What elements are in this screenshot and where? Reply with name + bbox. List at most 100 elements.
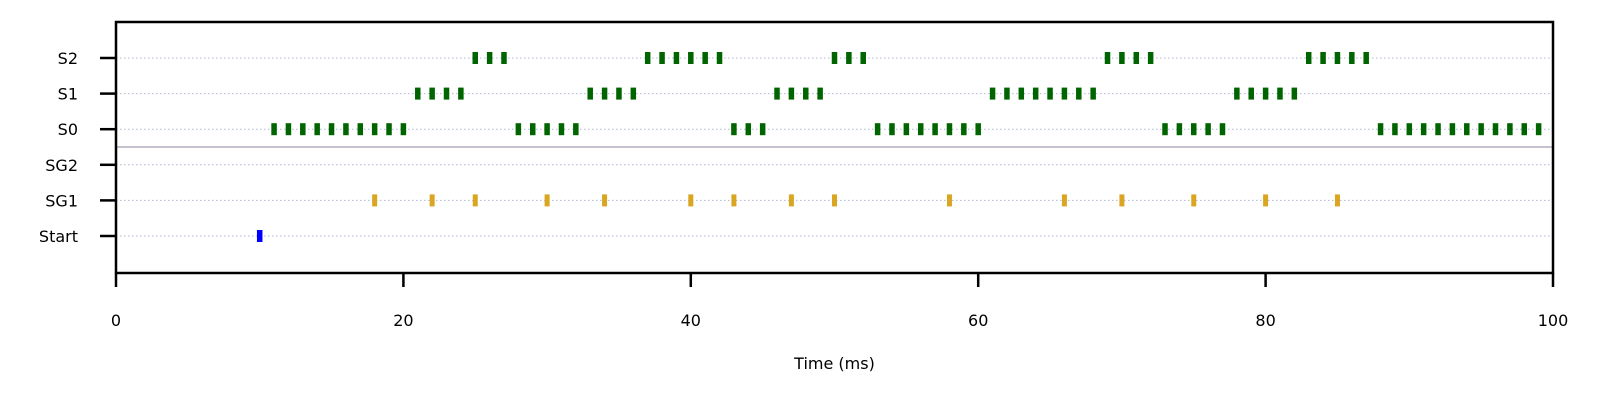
spike-s1-20 bbox=[1234, 87, 1240, 100]
spike-s1-1 bbox=[429, 87, 435, 100]
spike-start-0 bbox=[256, 230, 263, 242]
spike-s2-7 bbox=[702, 52, 708, 64]
y-tick-label-start: Start bbox=[39, 227, 78, 246]
spike-s0-28 bbox=[1191, 123, 1197, 136]
y-tick-label-sg2: SG2 bbox=[45, 156, 78, 175]
spike-sg1-13 bbox=[1263, 194, 1269, 207]
spike-s0-18 bbox=[874, 123, 881, 136]
x-tick-label-80: 80 bbox=[1255, 311, 1275, 330]
spike-s1-4 bbox=[587, 87, 593, 100]
spike-s2-11 bbox=[860, 52, 866, 64]
x-axis: 0 20 40 60 80 100 bbox=[111, 273, 1568, 330]
spike-s1-9 bbox=[788, 87, 795, 100]
spike-s0-31 bbox=[1377, 123, 1384, 136]
spike-s2-19 bbox=[1349, 52, 1355, 64]
spike-s1-7 bbox=[630, 87, 637, 100]
y-tick-label-sg1: SG1 bbox=[45, 191, 78, 210]
spike-s1-0 bbox=[415, 87, 421, 100]
spike-s1-6 bbox=[616, 87, 622, 100]
x-tick-label-20: 20 bbox=[393, 311, 413, 330]
spike-s1-10 bbox=[803, 87, 809, 100]
spike-s0-10 bbox=[515, 123, 522, 136]
spike-s2-14 bbox=[1133, 52, 1140, 64]
spike-s0-33 bbox=[1406, 123, 1413, 136]
spike-s0-15 bbox=[731, 123, 737, 136]
plot-frame bbox=[114, 20, 1555, 275]
spike-s1-2 bbox=[443, 87, 450, 100]
spike-sg1-10 bbox=[1061, 194, 1067, 207]
spike-marks bbox=[256, 52, 1542, 242]
spike-s0-3 bbox=[314, 123, 320, 136]
spike-s2-16 bbox=[1305, 52, 1312, 64]
spike-s0-9 bbox=[400, 123, 407, 136]
spike-s2-2 bbox=[501, 52, 507, 64]
y-tick-label-s1: S1 bbox=[58, 85, 78, 104]
spike-s2-15 bbox=[1147, 52, 1154, 64]
spike-s1-5 bbox=[601, 87, 608, 100]
x-tick-label-60: 60 bbox=[968, 311, 988, 330]
spike-s2-17 bbox=[1320, 52, 1326, 64]
spike-s0-11 bbox=[529, 123, 536, 136]
spike-s1-14 bbox=[1018, 87, 1025, 100]
spike-s1-3 bbox=[458, 87, 464, 100]
spike-s0-40 bbox=[1507, 123, 1513, 136]
spike-s2-3 bbox=[644, 52, 651, 64]
x-tick-label-0: 0 bbox=[111, 311, 121, 330]
spike-s2-1 bbox=[486, 52, 493, 64]
spike-s0-21 bbox=[917, 123, 924, 136]
spike-s2-9 bbox=[831, 52, 838, 64]
spike-s2-6 bbox=[688, 52, 694, 64]
spike-sg1-2 bbox=[472, 194, 478, 207]
spike-s1-22 bbox=[1262, 87, 1269, 100]
x-tick-label-100: 100 bbox=[1538, 311, 1569, 330]
spike-s0-29 bbox=[1205, 123, 1211, 136]
y-axis: Start SG1 SG2 S0 S1 S2 bbox=[39, 49, 116, 246]
spike-s2-0 bbox=[472, 52, 478, 64]
spike-s2-4 bbox=[659, 52, 665, 64]
spike-s2-13 bbox=[1119, 52, 1125, 64]
spike-sg1-8 bbox=[832, 194, 837, 207]
spike-s0-30 bbox=[1219, 123, 1226, 136]
spike-s2-5 bbox=[673, 52, 680, 64]
spike-s1-19 bbox=[1090, 87, 1096, 100]
spike-s0-1 bbox=[285, 123, 292, 136]
y-tick-label-s0: S0 bbox=[58, 120, 78, 139]
spike-s0-5 bbox=[343, 123, 349, 136]
spike-sg1-5 bbox=[688, 194, 694, 207]
spike-s1-21 bbox=[1248, 87, 1254, 100]
spike-s0-8 bbox=[386, 123, 392, 136]
spike-s0-0 bbox=[271, 123, 277, 136]
spike-s0-25 bbox=[975, 123, 981, 136]
spike-s0-14 bbox=[573, 123, 579, 136]
spike-s1-15 bbox=[1032, 87, 1039, 100]
spike-sg1-7 bbox=[788, 194, 794, 207]
spike-s0-19 bbox=[889, 123, 895, 136]
spike-s2-20 bbox=[1363, 52, 1369, 64]
spike-s1-24 bbox=[1291, 87, 1298, 100]
spike-s1-12 bbox=[989, 87, 996, 100]
spike-sg1-6 bbox=[731, 194, 737, 207]
spike-s0-38 bbox=[1478, 123, 1484, 136]
spike-s0-26 bbox=[1162, 123, 1168, 136]
spike-sg1-12 bbox=[1191, 194, 1197, 207]
spike-s0-23 bbox=[946, 123, 953, 136]
spike-s0-4 bbox=[328, 123, 335, 136]
spike-sg1-9 bbox=[946, 194, 952, 207]
spike-s0-2 bbox=[300, 123, 306, 136]
spike-s0-34 bbox=[1420, 123, 1427, 136]
spike-sg1-0 bbox=[372, 194, 378, 207]
spike-s0-41 bbox=[1521, 123, 1528, 136]
spike-s0-13 bbox=[558, 123, 565, 136]
spike-s0-20 bbox=[903, 123, 910, 136]
spike-s1-8 bbox=[774, 87, 780, 100]
spike-s1-17 bbox=[1061, 87, 1068, 100]
spike-s2-8 bbox=[716, 52, 723, 64]
spike-sg1-11 bbox=[1119, 194, 1125, 207]
y-tick-label-s2: S2 bbox=[58, 49, 78, 68]
spike-s0-16 bbox=[745, 123, 752, 136]
spike-sg1-3 bbox=[544, 194, 550, 207]
spike-s2-10 bbox=[846, 52, 852, 64]
spike-s2-12 bbox=[1104, 52, 1111, 64]
spike-s0-24 bbox=[961, 123, 967, 136]
